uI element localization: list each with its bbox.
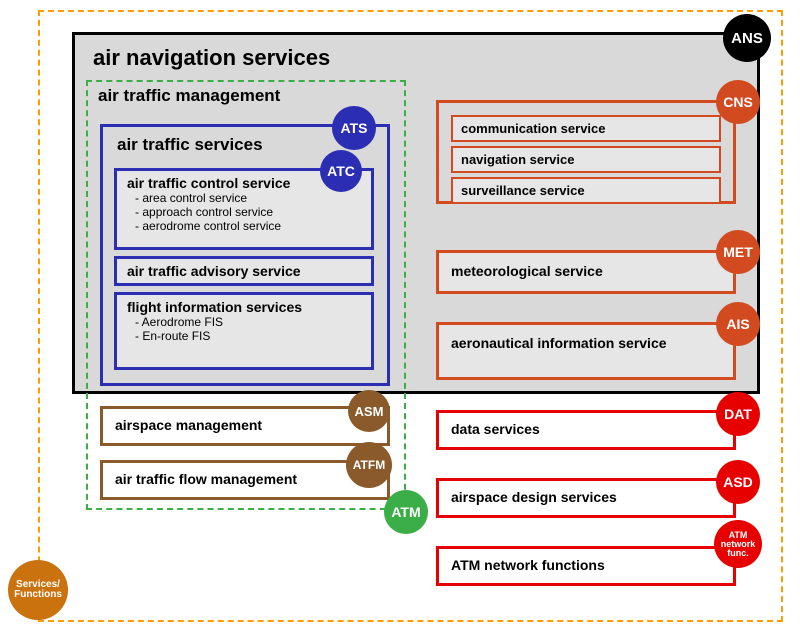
atmnf-badge: ATM network func. [714,520,762,568]
advisory-box: air traffic advisory service [114,256,374,286]
cns-item: communication service [451,115,721,142]
met-box: meteorological service [436,250,736,294]
met-badge: MET [716,230,760,274]
asd-title: airspace design services [451,489,721,505]
cns-box: communication service navigation service… [436,100,736,204]
asd-box: airspace design services [436,478,736,518]
atc-item: aerodrome control service [135,219,361,233]
asm-box: airspace management [100,406,390,446]
fis-item: Aerodrome FIS [135,315,361,329]
atmnf-box: ATM network functions [436,546,736,586]
atc-list: area control service approach control se… [127,191,361,233]
cns-item: navigation service [451,146,721,173]
ats-badge: ATS [332,106,376,150]
ais-badge: AIS [716,302,760,346]
advisory-title: air traffic advisory service [127,263,361,279]
dat-box: data services [436,410,736,450]
ais-title: aeronautical information service [451,335,721,351]
atc-item: approach control service [135,205,361,219]
cns-badge: CNS [716,80,760,124]
asd-badge: ASD [716,460,760,504]
atmnf-title: ATM network functions [451,557,721,573]
fis-box: flight information services Aerodrome FI… [114,292,374,370]
atfm-badge: ATFM [346,442,392,488]
dat-badge: DAT [716,392,760,436]
ans-badge: ANS [723,14,771,62]
asm-badge: ASM [348,390,390,432]
atm-badge: ATM [384,490,428,534]
services-functions-badge: Services/ Functions [8,560,68,620]
asm-title: airspace management [115,417,375,433]
atc-item: area control service [135,191,361,205]
fis-title: flight information services [127,299,361,315]
atc-badge: ATC [320,150,362,192]
fis-list: Aerodrome FIS En-route FIS [127,315,361,343]
atfm-title: air traffic flow management [115,471,375,487]
cns-item: surveillance service [451,177,721,204]
ans-title: air navigation services [85,41,747,75]
fis-item: En-route FIS [135,329,361,343]
met-title: meteorological service [451,263,721,279]
ais-box: aeronautical information service [436,322,736,380]
dat-title: data services [451,421,721,437]
